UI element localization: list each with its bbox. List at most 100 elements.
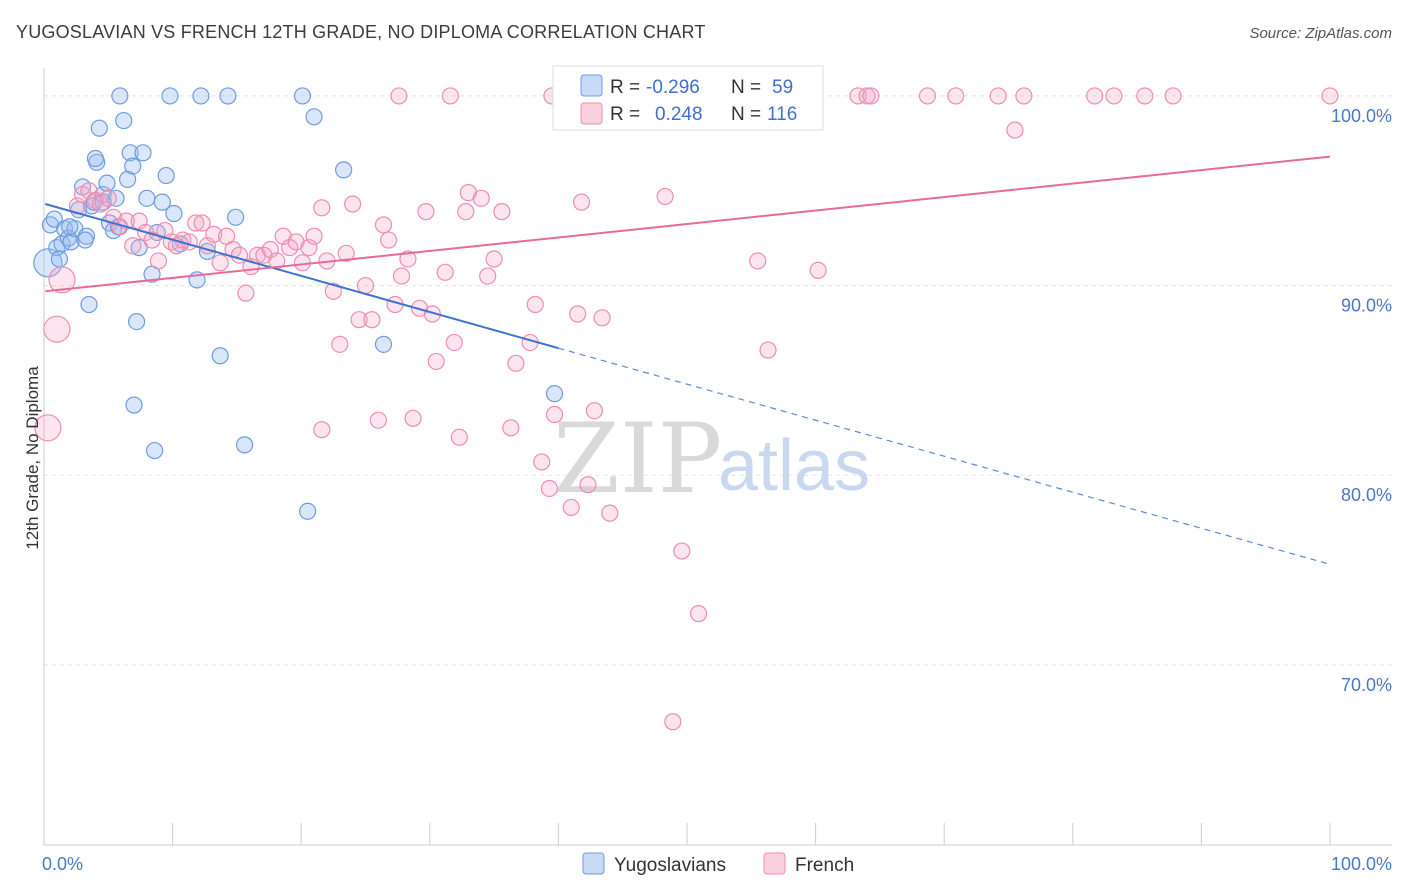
point-french-45 — [331, 335, 349, 353]
point-french-41 — [305, 227, 323, 245]
stats-legend-n-value-2: 116 — [767, 104, 797, 125]
point-yugoslavians-53 — [111, 87, 129, 105]
point-yugoslavians-8 — [62, 233, 80, 251]
point-french-84 — [593, 309, 611, 327]
point-french-115 — [390, 87, 408, 105]
point-french-111 — [441, 87, 459, 105]
point-french-102 — [947, 87, 965, 105]
point-french-74 — [526, 295, 544, 314]
x-tick-label-1: 100.0% — [1331, 854, 1392, 874]
point-yugoslavians-38 — [165, 204, 183, 223]
stats-legend-swatch-yugoslavians — [580, 74, 603, 97]
point-french-85 — [601, 504, 619, 522]
point-french-47 — [344, 195, 362, 213]
grid-lines — [44, 95, 1392, 666]
point-french-5 — [80, 182, 98, 200]
point-french-53 — [380, 231, 398, 249]
point-french-79 — [562, 498, 580, 517]
point-french-55 — [392, 267, 411, 285]
stats-legend: R = -0.296 N = 59 R = 0.248 N = 116 — [552, 65, 824, 131]
point-french-100 — [862, 87, 880, 105]
legend-swatch-yugoslavians — [582, 852, 605, 875]
series-yugoslavians — [33, 87, 564, 520]
point-french-113 — [313, 421, 331, 439]
point-french-50 — [363, 311, 381, 329]
point-yugoslavians-28 — [127, 312, 146, 331]
point-french-52 — [374, 216, 393, 234]
point-french-44 — [324, 282, 342, 300]
point-french-25 — [205, 225, 223, 243]
point-french-75 — [533, 453, 551, 471]
legend-label-french: French — [795, 855, 854, 876]
point-french-89 — [656, 187, 674, 206]
point-french-83 — [585, 402, 604, 420]
stats-legend-r-label-2: R = — [610, 104, 640, 125]
point-french-97 — [809, 261, 827, 279]
point-yugoslavians-55 — [76, 231, 94, 249]
point-yugoslavians-57 — [61, 218, 79, 236]
point-french-68 — [479, 267, 497, 285]
point-yugoslavians-47 — [293, 87, 312, 105]
point-french-76 — [540, 479, 558, 498]
point-yugoslavians-26 — [121, 144, 139, 162]
chart-title: YUGOSLAVIAN VS FRENCH 12TH GRADE, NO DIP… — [16, 22, 706, 42]
point-french-57 — [404, 409, 422, 427]
point-french-94 — [749, 252, 767, 270]
point-yugoslavians-49 — [305, 108, 323, 126]
point-yugoslavians-46 — [236, 436, 254, 454]
point-yugoslavians-19 — [98, 174, 116, 192]
stats-legend-n-label-2: N = — [731, 104, 761, 125]
watermark-zip: ZIP — [553, 403, 722, 515]
point-french-90 — [673, 542, 691, 560]
point-yugoslavians-43 — [211, 347, 229, 365]
point-french-62 — [436, 263, 454, 281]
point-french-2 — [48, 266, 76, 294]
point-french-16 — [149, 252, 168, 270]
trend-line-french — [45, 155, 1331, 293]
point-yugoslavians-25 — [118, 170, 137, 188]
point-french-61 — [427, 352, 445, 371]
point-french-105 — [1015, 87, 1033, 105]
point-french-8 — [99, 189, 117, 207]
y-tick-label-3: 70.0% — [1341, 675, 1392, 695]
point-french-114 — [664, 713, 682, 731]
point-yugoslavians-51 — [374, 335, 393, 353]
point-yugoslavians-50 — [335, 161, 353, 179]
y-tick-labels: 100.0% 90.0% 80.0% 70.0% — [1331, 106, 1392, 695]
point-yugoslavians-27 — [124, 157, 142, 175]
y-tick-label-1: 90.0% — [1341, 296, 1392, 316]
trend-line-extension-yugoslavians — [558, 347, 1331, 565]
point-french-23 — [193, 214, 211, 232]
point-yugoslavians-54 — [86, 149, 105, 168]
point-french-80 — [569, 305, 587, 323]
point-yugoslavians-48 — [299, 502, 317, 520]
point-yugoslavians-4 — [50, 250, 69, 268]
point-yugoslavians-30 — [134, 144, 152, 162]
watermark-atlas: atlas — [718, 426, 870, 506]
point-yugoslavians-13 — [80, 295, 98, 314]
point-french-26 — [211, 254, 229, 272]
stats-legend-swatch-french — [580, 102, 603, 125]
point-french-95 — [759, 341, 777, 359]
point-french-51 — [369, 411, 387, 429]
point-french-104 — [1006, 121, 1024, 139]
point-french-71 — [502, 419, 520, 437]
x-tick-labels: 0.0% 100.0% — [42, 854, 1392, 874]
point-french-69 — [485, 250, 503, 268]
point-french-42 — [313, 199, 331, 217]
point-french-59 — [417, 203, 435, 221]
stats-legend-r-value-1: -0.296 — [646, 77, 700, 98]
point-yugoslavians-29 — [130, 239, 148, 257]
stats-legend-n-label-1: N = — [731, 77, 761, 98]
point-french-109 — [1164, 87, 1182, 105]
point-french-56 — [399, 250, 417, 268]
point-french-82 — [579, 476, 597, 494]
point-french-46 — [337, 244, 355, 262]
stats-legend-n-value-1: 59 — [772, 77, 793, 98]
point-french-107 — [1105, 87, 1123, 105]
point-french-49 — [356, 276, 375, 295]
trend-lines — [45, 155, 1331, 565]
point-french-98 — [849, 87, 867, 105]
point-yugoslavians-33 — [145, 441, 164, 460]
